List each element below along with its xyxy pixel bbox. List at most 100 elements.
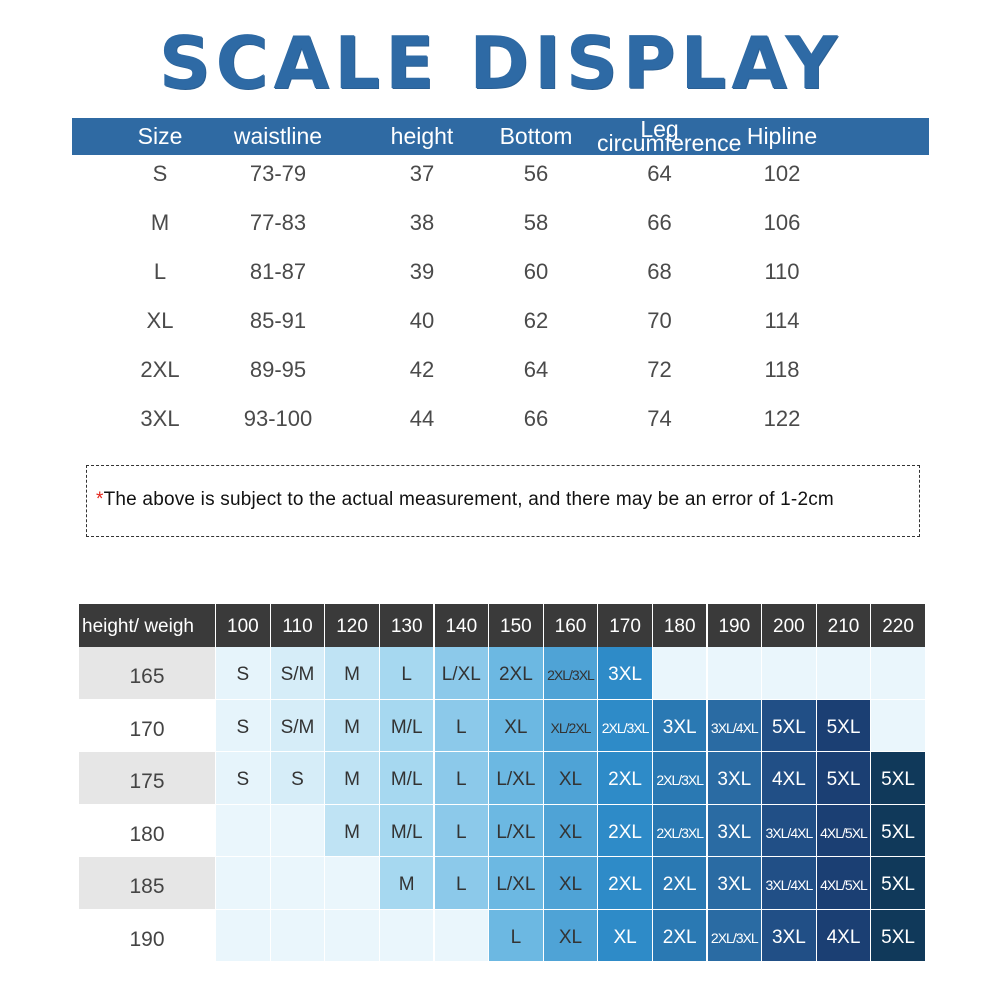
cell-bottom: 56 [523,161,549,186]
size-cell: 4XL [816,909,871,961]
size-table-header: Size waistline height Bottom Leg circumf… [72,118,929,155]
height-row-label: 165 [79,647,215,699]
size-cell: 3XL [707,752,761,804]
size-cell: XL [543,804,598,856]
size-cell: L/XL [489,857,543,909]
weight-header: 200 [762,604,816,647]
height-row-label: 190 [79,909,215,961]
cell-size: L [153,259,167,284]
size-cell [434,909,488,961]
cell-hipline: 122 [763,406,801,431]
cell-hipline: 118 [764,357,800,382]
weight-header: 100 [216,604,270,647]
note-asterisk: * [96,489,104,510]
cell-waistline: 73-79 [249,161,307,186]
size-cell: M [325,752,379,804]
height-row-label: 185 [79,857,215,909]
size-cell: 5XL [762,699,816,751]
size-cell [653,647,707,699]
size-cell: L [434,699,488,751]
size-cell: M [325,804,379,856]
height-row-label: 180 [79,804,215,856]
table-row: 2XL 89-95 42 64 72 118 [72,351,929,400]
cell-waistline: 77-83 [249,210,307,235]
size-cell [216,804,270,856]
size-cell [816,647,871,699]
grid-corner-label: height/ weigh [79,604,215,647]
size-table-body: S 73-79 37 56 64 102 M 77-83 38 58 66 106 L 81-87 39 60… [72,155,929,449]
size-cell [325,857,379,909]
note-text: The above is subject to the actual measu… [103,489,834,510]
cell-size: S [152,161,168,186]
size-cell: 5XL [816,752,871,804]
weight-header: 160 [543,604,598,647]
weight-header: 190 [707,604,761,647]
cell-size: 3XL [140,406,180,431]
cell-height: 40 [409,308,435,333]
size-cell: 2XL [598,752,652,804]
table-row: XL 85-91 40 62 70 114 [72,302,929,351]
cell-hipline: 110 [764,259,800,284]
cell-height: 44 [409,406,435,431]
weight-header: 170 [598,604,652,647]
cell-leg-circumference: 68 [647,259,672,284]
table-row: 3XL 93-100 44 66 74 122 [72,400,929,449]
page-title: SCALE DISPLAY [158,21,843,105]
weight-header: 180 [653,604,707,647]
cell-leg-circumference: 64 [647,161,672,186]
size-cell: M/L [380,804,434,856]
size-cell: 3XL [707,857,761,909]
size-table: Size waistline height Bottom Leg circumf… [72,118,929,449]
cell-size: XL [146,308,174,333]
size-cell [871,699,925,751]
size-cell: M/L [380,752,434,804]
cell-leg-circumference: 74 [647,406,672,431]
size-cell: 3XL/4XL [762,857,816,909]
size-cell: L [434,804,488,856]
cell-size: 2XL [140,357,180,382]
header-size: Size [137,123,183,149]
size-cell [270,804,325,856]
size-cell: 2XL [598,857,652,909]
cell-waistline: 85-91 [249,308,307,333]
size-cell: XL [543,752,598,804]
size-cell [216,857,270,909]
size-cell [707,647,761,699]
cell-bottom: 58 [523,210,549,235]
size-cell: 2XL [653,909,707,961]
size-cell: 2XL/3XL [653,804,707,856]
weight-header: 220 [871,604,925,647]
size-cell: L/XL [434,647,488,699]
cell-bottom: 66 [523,406,549,431]
size-cell [270,857,325,909]
size-cell: S [216,647,270,699]
size-cell: 5XL [871,857,925,909]
header-leg-circumference: Leg circumference [597,116,742,156]
header-leg-line2: circumference [597,130,742,156]
size-cell: 5XL [871,909,925,961]
weight-header: 140 [434,604,488,647]
table-row: S 73-79 37 56 64 102 [72,155,929,204]
cell-height: 42 [409,357,435,382]
cell-hipline: 114 [764,308,800,333]
cell-bottom: 64 [523,357,549,382]
size-cell [270,909,325,961]
size-cell: 3XL/4XL [762,804,816,856]
weight-header: 210 [816,604,871,647]
cell-height: 39 [409,259,435,284]
weight-header: 110 [270,604,325,647]
size-cell: S [216,752,270,804]
size-cell: 4XL/5XL [816,857,871,909]
size-cell: 3XL [598,647,652,699]
header-leg-line1: Leg [640,116,679,142]
size-cell [216,909,270,961]
size-cell: L/XL [489,804,543,856]
cell-leg-circumference: 66 [647,210,672,235]
cell-height: 37 [409,161,435,186]
size-cell [380,909,434,961]
size-cell: 5XL [816,699,871,751]
cell-leg-circumference: 70 [647,308,672,333]
header-bottom: Bottom [499,123,573,149]
size-cell: L/XL [489,752,543,804]
header-waistline: waistline [233,123,323,149]
